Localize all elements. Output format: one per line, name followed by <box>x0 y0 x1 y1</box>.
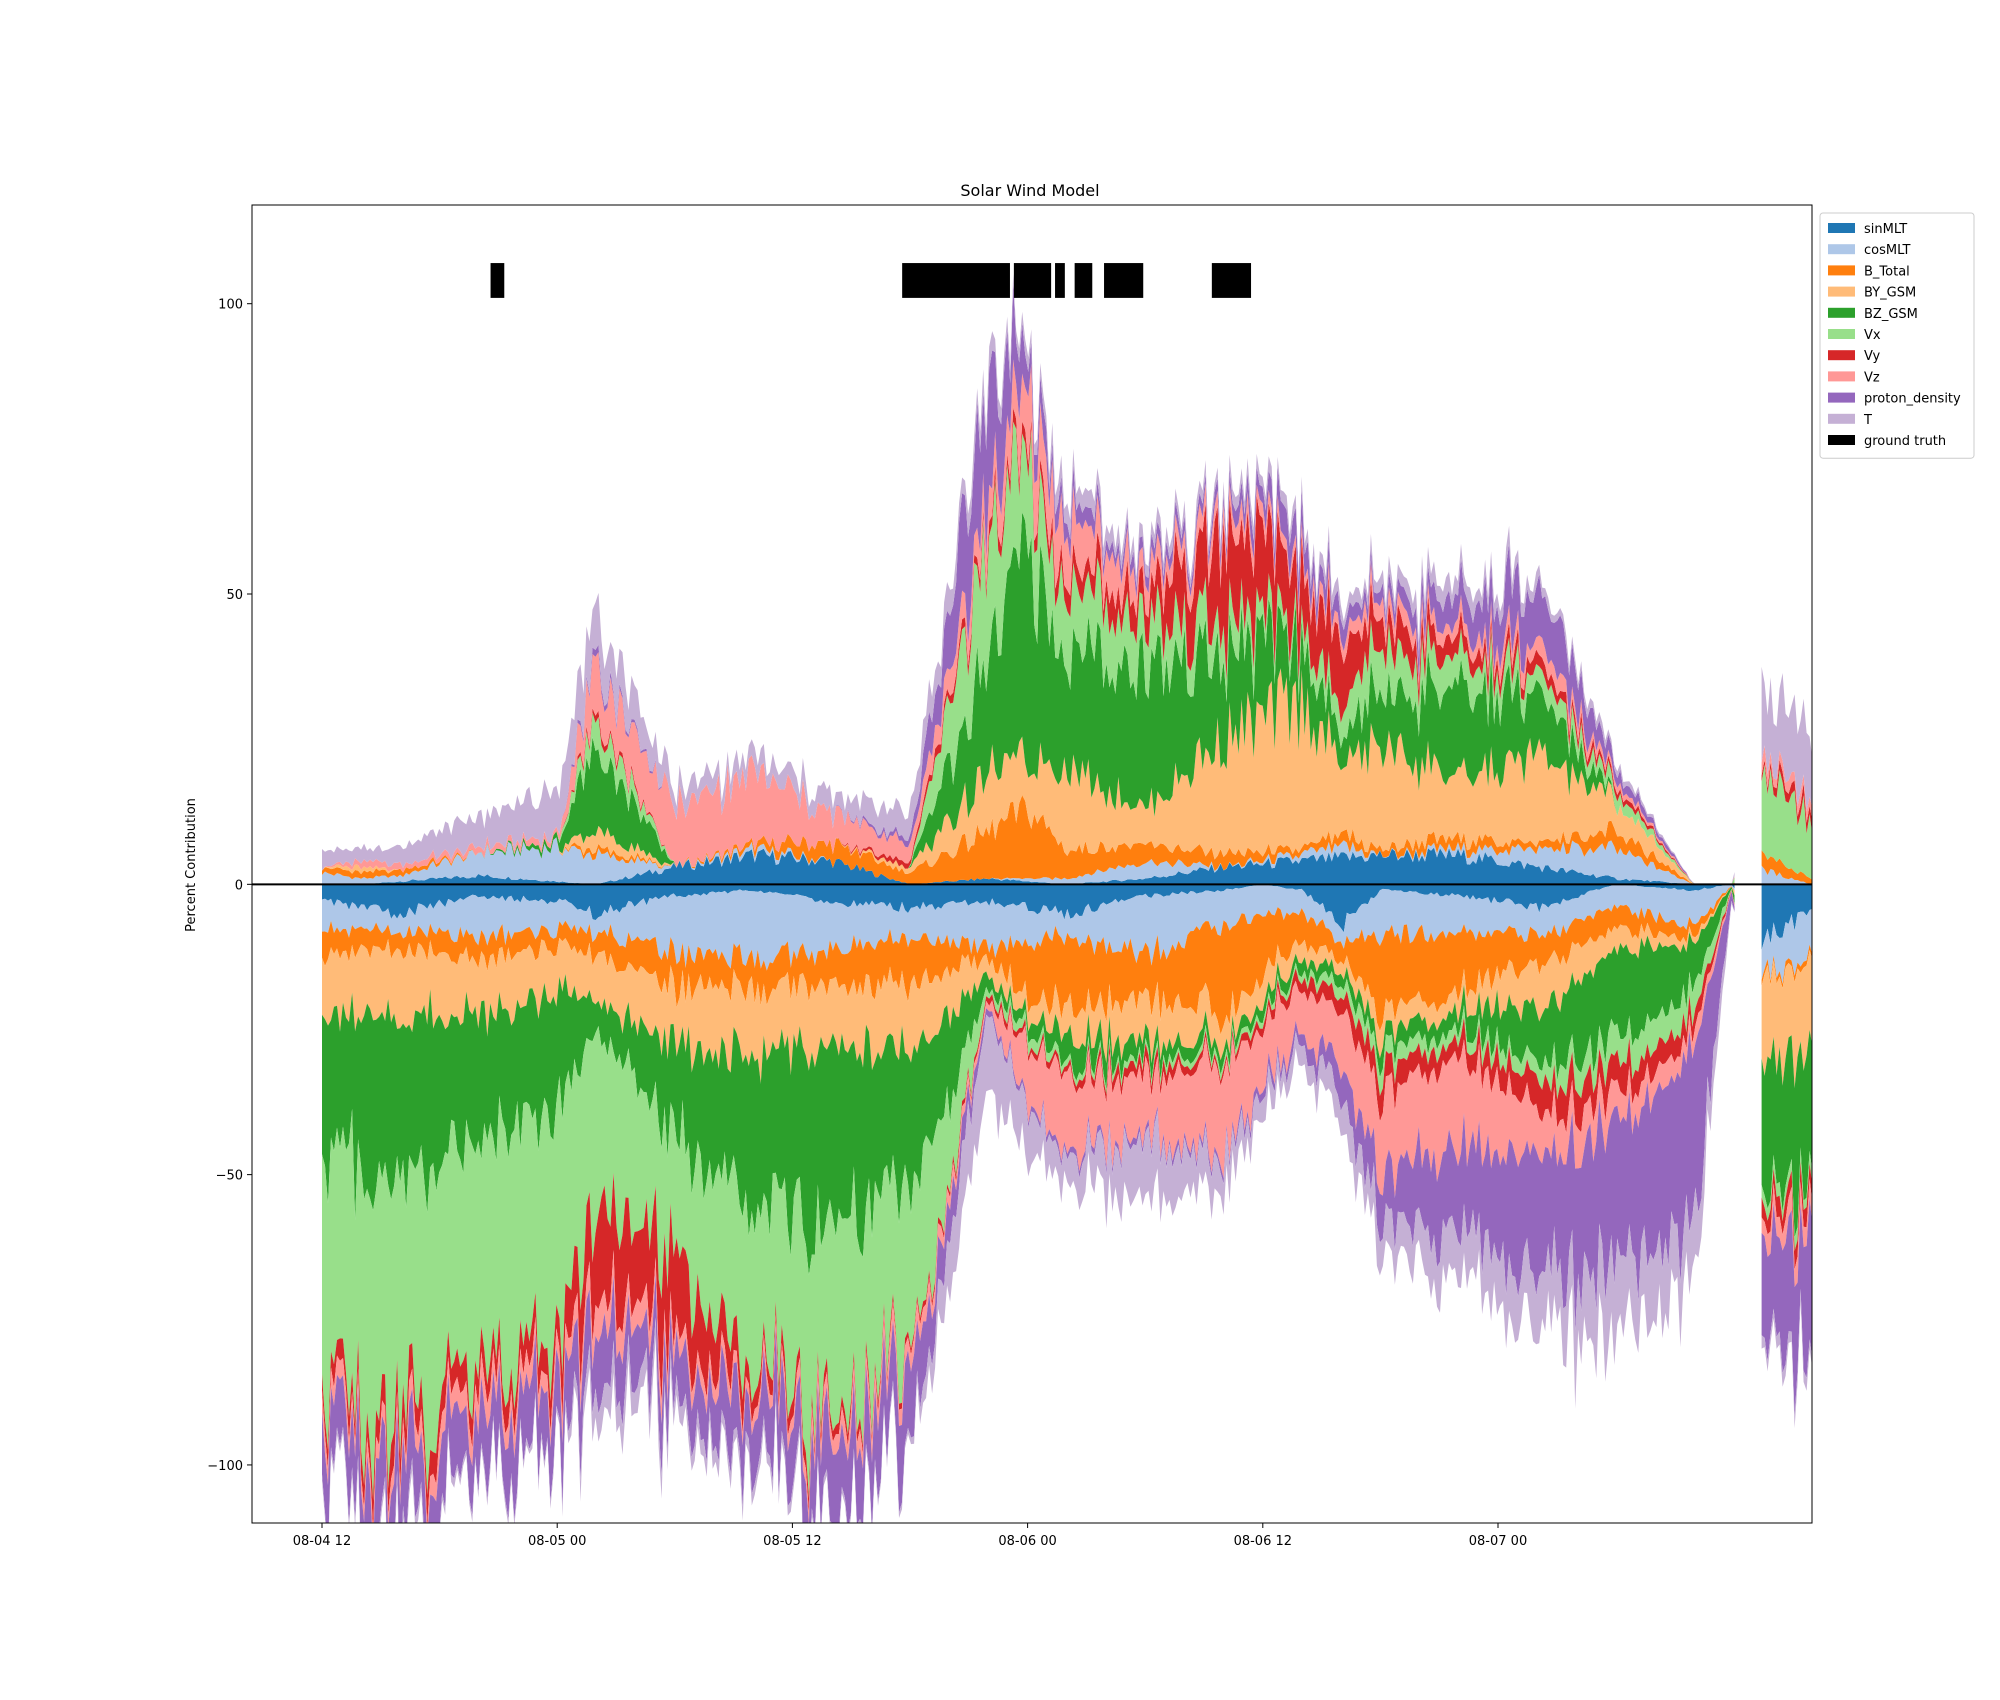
legend-swatch-b-total <box>1828 265 1855 276</box>
area-t-pos <box>1761 666 1812 812</box>
area-t-neg <box>322 900 1735 1523</box>
y-axis-ticks: −100 −50 0 50 100 <box>207 298 252 1474</box>
legend-swatch-vy <box>1828 350 1855 361</box>
y-tick-label: −50 <box>216 1169 243 1184</box>
ground-truth-bar-4 <box>1055 263 1065 298</box>
legend-label-vz: Vz <box>1864 370 1880 385</box>
area-cosmlt-pos <box>1761 865 1812 885</box>
area-vx-pos <box>1761 764 1812 880</box>
x-tick-label: 08-06 00 <box>998 1534 1056 1549</box>
area-by-gsm-neg <box>322 886 1735 1084</box>
legend-swatch-by-gsm <box>1828 286 1855 297</box>
legend-swatch-proton-density <box>1828 392 1855 403</box>
area-b-total-pos <box>322 795 1735 885</box>
area-by-gsm-pos <box>322 668 1735 885</box>
legend-label-t: T <box>1863 413 1872 428</box>
x-tick-label: 08-05 00 <box>528 1534 586 1549</box>
legend-swatch-sinmlt <box>1828 223 1855 233</box>
y-tick-label: 50 <box>226 588 243 603</box>
area-bz-gsm-neg <box>1761 1029 1812 1238</box>
area-vz-pos <box>1761 745 1812 823</box>
x-tick-label: 08-07 00 <box>1469 1534 1527 1549</box>
ground-truth-bar-6 <box>1104 263 1144 298</box>
ground-truth-bar-1 <box>490 263 505 298</box>
legend-label-bz-gsm: BZ_GSM <box>1864 307 1918 322</box>
area-bz-gsm-pos <box>322 512 1735 885</box>
x-tick-label: 08-04 12 <box>293 1534 351 1549</box>
area-vy-neg <box>322 889 1735 1523</box>
area-cosmlt-neg <box>1761 909 1812 984</box>
legend-swatch-vz <box>1828 371 1855 382</box>
legend-label-by-gsm: BY_GSM <box>1864 286 1916 301</box>
legend-swatch-cosmlt <box>1828 244 1855 255</box>
legend-label-vy: Vy <box>1864 349 1881 364</box>
area-cosmlt-pos <box>322 837 1735 885</box>
legend-label-vx: Vx <box>1864 328 1881 343</box>
area-vy-neg <box>1761 1161 1812 1270</box>
legend-label-sinmlt: sinMLT <box>1864 222 1907 237</box>
area-b-total-neg <box>1761 944 1812 989</box>
legend-swatch-vx <box>1828 329 1855 339</box>
legend-label-cosmlt: cosMLT <box>1864 243 1911 258</box>
area-vx-pos <box>322 421 1735 885</box>
legend-swatch-t <box>1828 413 1855 424</box>
area-sinmlt-neg <box>322 884 1735 933</box>
area-b-total-neg <box>322 886 1735 1035</box>
area-vy-pos <box>1761 759 1812 834</box>
ground-truth-group <box>490 263 1252 298</box>
legend-swatch-ground-truth <box>1828 435 1855 445</box>
legend-swatch-bz-gsm <box>1828 307 1855 318</box>
legend-label-ground-truth: ground truth <box>1864 434 1946 449</box>
legend-box <box>1819 212 1975 459</box>
ground-truth-bar-3 <box>1013 263 1052 298</box>
y-tick-label: 0 <box>235 878 243 893</box>
ground-truth-bar-5 <box>1074 263 1093 298</box>
y-tick-label: −100 <box>207 1459 243 1474</box>
area-sinmlt-pos <box>322 847 1735 885</box>
chart-title: Solar Wind Model <box>960 181 1099 200</box>
area-b-total-pos <box>1761 850 1812 885</box>
area-proton-density-neg <box>1761 1198 1812 1417</box>
area-cosmlt-neg <box>322 884 1735 971</box>
x-tick-label: 08-05 12 <box>763 1534 821 1549</box>
x-axis-ticks: 08-04 12 08-05 00 08-05 12 08-06 00 08-06 12… <box>293 1523 1527 1549</box>
legend-label-b-total: B_Total <box>1864 264 1910 279</box>
plot-frame <box>251 204 1813 1524</box>
legend-label-proton-density: proton_density <box>1864 392 1961 407</box>
x-tick-label: 08-06 12 <box>1234 1534 1292 1549</box>
stacked-area-group <box>322 273 1812 1523</box>
area-vz-neg <box>1761 1178 1812 1287</box>
area-proton-density-neg <box>322 891 1735 1523</box>
y-tick-label: 100 <box>218 298 243 313</box>
area-sinmlt-neg <box>1761 884 1812 950</box>
area-t-pos <box>322 273 1735 885</box>
area-by-gsm-neg <box>1761 950 1812 1089</box>
area-vx-neg <box>1761 1147 1812 1251</box>
legend: sinMLT cosMLT B_Total BY_GSM BZ_GSM Vx Vy Vz pro… <box>1819 212 1975 459</box>
area-t-neg <box>1761 1288 1812 1429</box>
area-vy-pos <box>322 407 1735 885</box>
y-axis-label: Percent Contribution <box>184 798 199 932</box>
ground-truth-bar-2 <box>902 263 1010 298</box>
ground-truth-bar-7 <box>1211 263 1252 298</box>
